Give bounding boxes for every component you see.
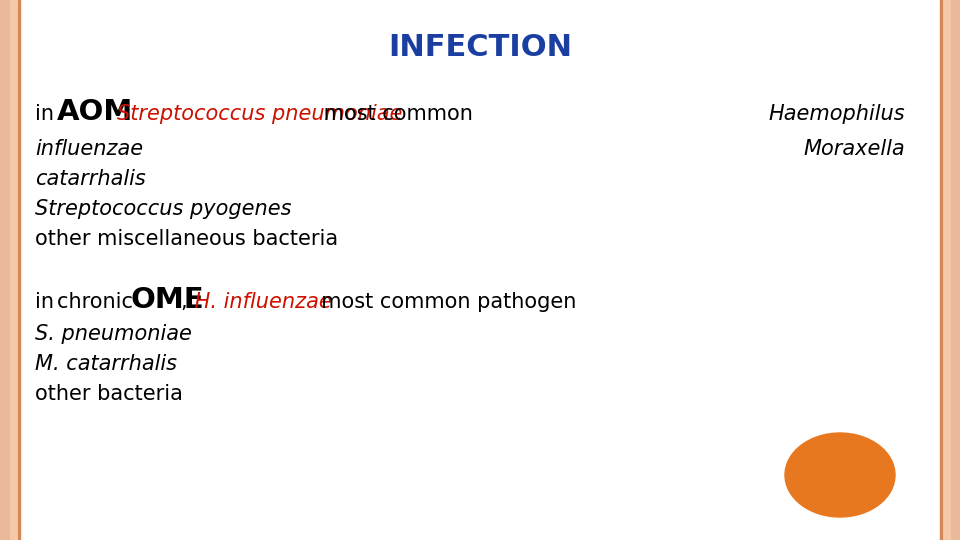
Text: catarrhalis: catarrhalis bbox=[35, 169, 146, 189]
Text: most common: most common bbox=[317, 104, 473, 124]
Text: most common pathogen: most common pathogen bbox=[308, 292, 576, 312]
Bar bbox=[940, 0, 942, 540]
Text: ,: , bbox=[180, 292, 186, 312]
Text: M. catarrhalis: M. catarrhalis bbox=[35, 354, 177, 374]
Text: OME: OME bbox=[130, 286, 204, 314]
Bar bbox=[18, 0, 20, 540]
Text: other bacteria: other bacteria bbox=[35, 384, 182, 404]
Text: chronic: chronic bbox=[57, 292, 139, 312]
Text: S. pneumoniae: S. pneumoniae bbox=[35, 324, 192, 344]
Text: Haemophilus: Haemophilus bbox=[768, 104, 905, 124]
Text: Streptococcus pyogenes: Streptococcus pyogenes bbox=[35, 199, 292, 219]
Text: INFECTION: INFECTION bbox=[388, 33, 572, 63]
Text: influenzae: influenzae bbox=[35, 139, 143, 159]
Text: Streptococcus pneumoniae: Streptococcus pneumoniae bbox=[117, 104, 402, 124]
Bar bbox=[942, 0, 950, 540]
Text: in: in bbox=[35, 104, 60, 124]
Text: other miscellaneous bacteria: other miscellaneous bacteria bbox=[35, 229, 338, 249]
Text: in: in bbox=[35, 292, 60, 312]
Text: AOM: AOM bbox=[57, 98, 133, 126]
Bar bbox=[10, 0, 18, 540]
Text: H. influenzae: H. influenzae bbox=[188, 292, 332, 312]
Ellipse shape bbox=[785, 433, 895, 517]
Text: Moraxella: Moraxella bbox=[804, 139, 905, 159]
